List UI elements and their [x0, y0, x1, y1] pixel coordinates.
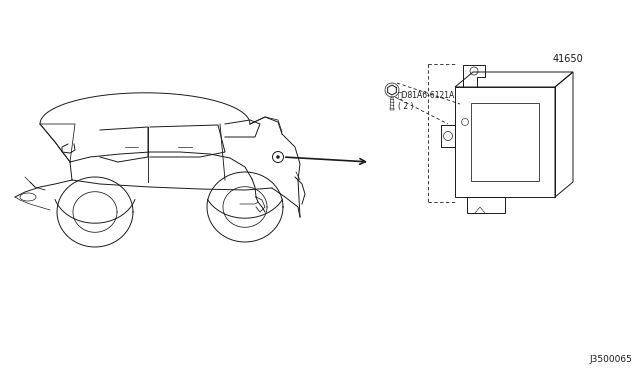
- Text: 41650: 41650: [552, 54, 584, 64]
- Circle shape: [276, 155, 280, 158]
- Text: J3500065: J3500065: [589, 355, 632, 364]
- Text: ⓇD81A6-6121A
( 2 ): ⓇD81A6-6121A ( 2 ): [398, 90, 455, 112]
